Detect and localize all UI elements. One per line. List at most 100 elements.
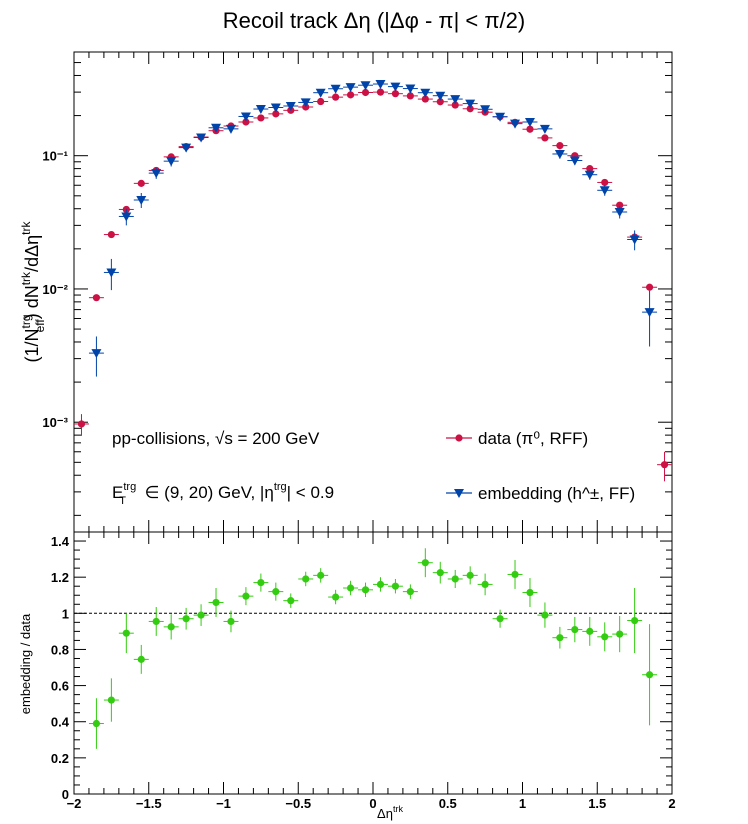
data-point — [332, 93, 340, 101]
bottom-marks — [88, 548, 658, 749]
bottom-y-tick-label: 1.4 — [51, 534, 70, 549]
ratio-point — [152, 617, 160, 626]
data-point — [107, 230, 115, 239]
ratio-point — [227, 617, 235, 626]
bottom-plot-frame — [73, 531, 673, 795]
legend-embedding-label: embedding (h^±, FF) — [478, 484, 635, 503]
ratio-point — [601, 633, 609, 641]
data-point — [376, 88, 385, 96]
top-y-tick-label: 10⁻³ — [42, 415, 68, 430]
data-point — [151, 169, 162, 179]
data-point — [136, 196, 147, 206]
ratio-point — [122, 629, 130, 637]
data-point — [524, 117, 535, 127]
data-point — [644, 308, 655, 318]
x-axis-title: Δηtrk — [377, 804, 403, 821]
data-point — [556, 142, 564, 150]
data-point — [405, 84, 416, 94]
top-y-tick-label: 10⁻² — [42, 282, 68, 297]
data-point — [541, 134, 549, 142]
data-point — [211, 123, 222, 133]
data-point — [242, 118, 250, 126]
ratio-point — [242, 592, 250, 600]
ratio-point — [346, 584, 355, 592]
bottom-x-tick-label: 2 — [668, 796, 675, 811]
top-y-tick-label: 10⁻¹ — [42, 149, 68, 164]
data-point — [614, 207, 625, 217]
ratio-point — [272, 588, 280, 596]
bottom-x-tick-label: −2 — [67, 796, 82, 811]
data-point — [255, 105, 266, 115]
top-marks — [74, 80, 672, 482]
data-point — [645, 283, 654, 291]
data-point — [92, 294, 101, 302]
ratio-point — [302, 575, 310, 583]
legend-data-marker — [455, 434, 463, 442]
data-point — [436, 98, 444, 106]
data-point — [272, 110, 280, 118]
data-point — [421, 95, 429, 103]
data-point — [495, 112, 506, 122]
bottom-y-tick-label: 0 — [62, 787, 69, 802]
bottom-y-tick-label: 0.2 — [51, 751, 69, 766]
bottom-y-tick-label: 0.4 — [51, 715, 70, 730]
data-point — [420, 88, 431, 98]
ratio-point — [212, 598, 220, 607]
ratio-point — [541, 611, 549, 619]
ratio-point — [631, 616, 639, 625]
bottom-x-tick-label: −1.5 — [136, 796, 162, 811]
ratio-point — [466, 571, 474, 579]
data-point — [406, 92, 414, 100]
ratio-point — [511, 570, 519, 579]
data-point — [586, 165, 594, 173]
legend-embedding-marker — [454, 489, 464, 498]
data-point — [121, 212, 132, 222]
data-point — [346, 91, 355, 99]
data-point — [584, 170, 595, 180]
ratio-point — [107, 696, 115, 704]
data-point — [601, 178, 609, 187]
data-point — [257, 114, 265, 122]
ratio-point — [556, 634, 564, 642]
data-point — [435, 91, 446, 101]
ratio-point — [586, 627, 594, 635]
ratio-point — [361, 586, 370, 594]
bottom-x-tick-label: −0.5 — [285, 796, 311, 811]
ratio-point — [451, 575, 459, 583]
data-point — [77, 420, 86, 428]
legend-system-label: pp-collisions, √s = 200 GeV — [112, 429, 320, 448]
data-point — [300, 98, 311, 108]
data-point — [196, 133, 207, 143]
data-point — [466, 105, 474, 113]
bottom-y-tick-label: 0.6 — [51, 679, 69, 694]
bottom-x-tick-label: −1 — [216, 796, 231, 811]
data-point — [465, 99, 476, 109]
data-point — [526, 125, 534, 133]
data-point — [539, 124, 550, 134]
bottom-y-tick-label: 1 — [62, 606, 69, 621]
data-point — [629, 235, 640, 245]
ratio-point — [287, 597, 295, 605]
legend: pp-collisions, √s = 200 GeV Etrg T ∈ (9, … — [112, 429, 635, 507]
ratio-point — [645, 671, 654, 679]
data-point — [91, 349, 102, 359]
data-point — [270, 103, 281, 113]
ratio-point — [496, 615, 504, 623]
bottom-y-tick-label: 1.2 — [51, 570, 69, 585]
bottom-x-tick-label: 1 — [519, 796, 526, 811]
data-point — [375, 80, 386, 90]
top-plot-frame — [73, 51, 673, 533]
data-point — [660, 461, 669, 469]
bottom-y-axis-title: embedding / data — [18, 613, 33, 714]
data-point — [137, 179, 145, 187]
data-point — [285, 102, 296, 112]
bottom-y-tick-label: 0.8 — [51, 642, 69, 657]
data-point — [106, 268, 117, 278]
data-point — [569, 156, 580, 166]
ratio-point — [406, 588, 414, 596]
data-point — [480, 105, 491, 115]
data-point — [510, 119, 521, 129]
ratio-point — [137, 655, 145, 663]
legend-data-label: data (π⁰, RFF) — [478, 429, 588, 448]
data-point — [240, 112, 251, 122]
